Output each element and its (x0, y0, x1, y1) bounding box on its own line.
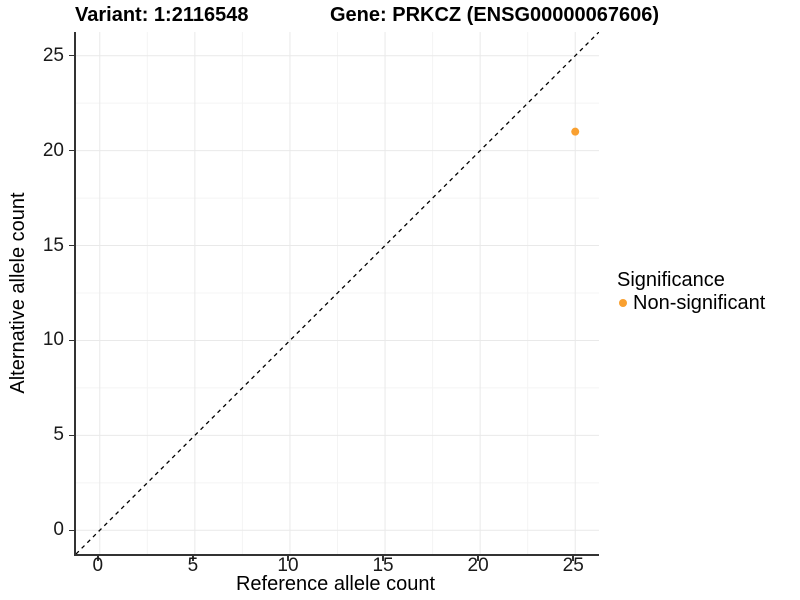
y-tick-label: 15 (42, 234, 64, 256)
x-tick-label: 20 (467, 555, 489, 576)
plot-panel (74, 32, 599, 556)
variant-title: Variant: 1:2116548 (75, 4, 249, 26)
data-points (571, 127, 580, 136)
y-tick-label: 20 (42, 139, 64, 161)
x-tick-label: 25 (562, 555, 584, 576)
legend-item-non-significant: Non-significant (617, 291, 797, 315)
x-tick-label: 15 (372, 555, 394, 576)
y-tick-label: 10 (42, 329, 64, 351)
x-tick-mark (287, 556, 289, 561)
legend-item-label: Non-significant (633, 292, 766, 314)
y-tick-label: 0 (53, 519, 64, 541)
x-axis-title: Reference allele count (235, 573, 435, 595)
y-tick-mark (69, 529, 74, 532)
y-tick-mark (69, 149, 74, 152)
x-tick-mark (477, 556, 479, 561)
x-tick-label: 0 (92, 555, 104, 576)
y-tick-mark (69, 244, 74, 247)
legend-title: Significance (617, 269, 725, 291)
x-tick-mark (572, 556, 574, 561)
x-tick-mark (97, 556, 99, 561)
y-axis-title: Alternative allele count (7, 192, 29, 394)
plot-canvas (76, 32, 599, 554)
x-tick-mark (192, 556, 194, 561)
y-tick-mark (69, 339, 74, 342)
x-tick-mark (382, 556, 384, 561)
y-tick-mark (69, 54, 74, 57)
minor-gridlines (76, 32, 599, 554)
y-tick-mark (69, 434, 74, 437)
y-tick-label: 5 (53, 424, 64, 446)
identity-dashed-line (76, 32, 599, 554)
legend: Significance Non-significant (617, 269, 797, 315)
x-tick-label: 10 (277, 555, 299, 576)
y-tick-label: 25 (42, 44, 64, 66)
scatter-point (571, 127, 580, 136)
gene-title: Gene: PRKCZ (ENSG00000067606) (330, 4, 660, 26)
x-tick-label: 5 (187, 555, 199, 576)
major-gridlines (76, 32, 599, 554)
non-significant-dot-icon (619, 299, 627, 307)
